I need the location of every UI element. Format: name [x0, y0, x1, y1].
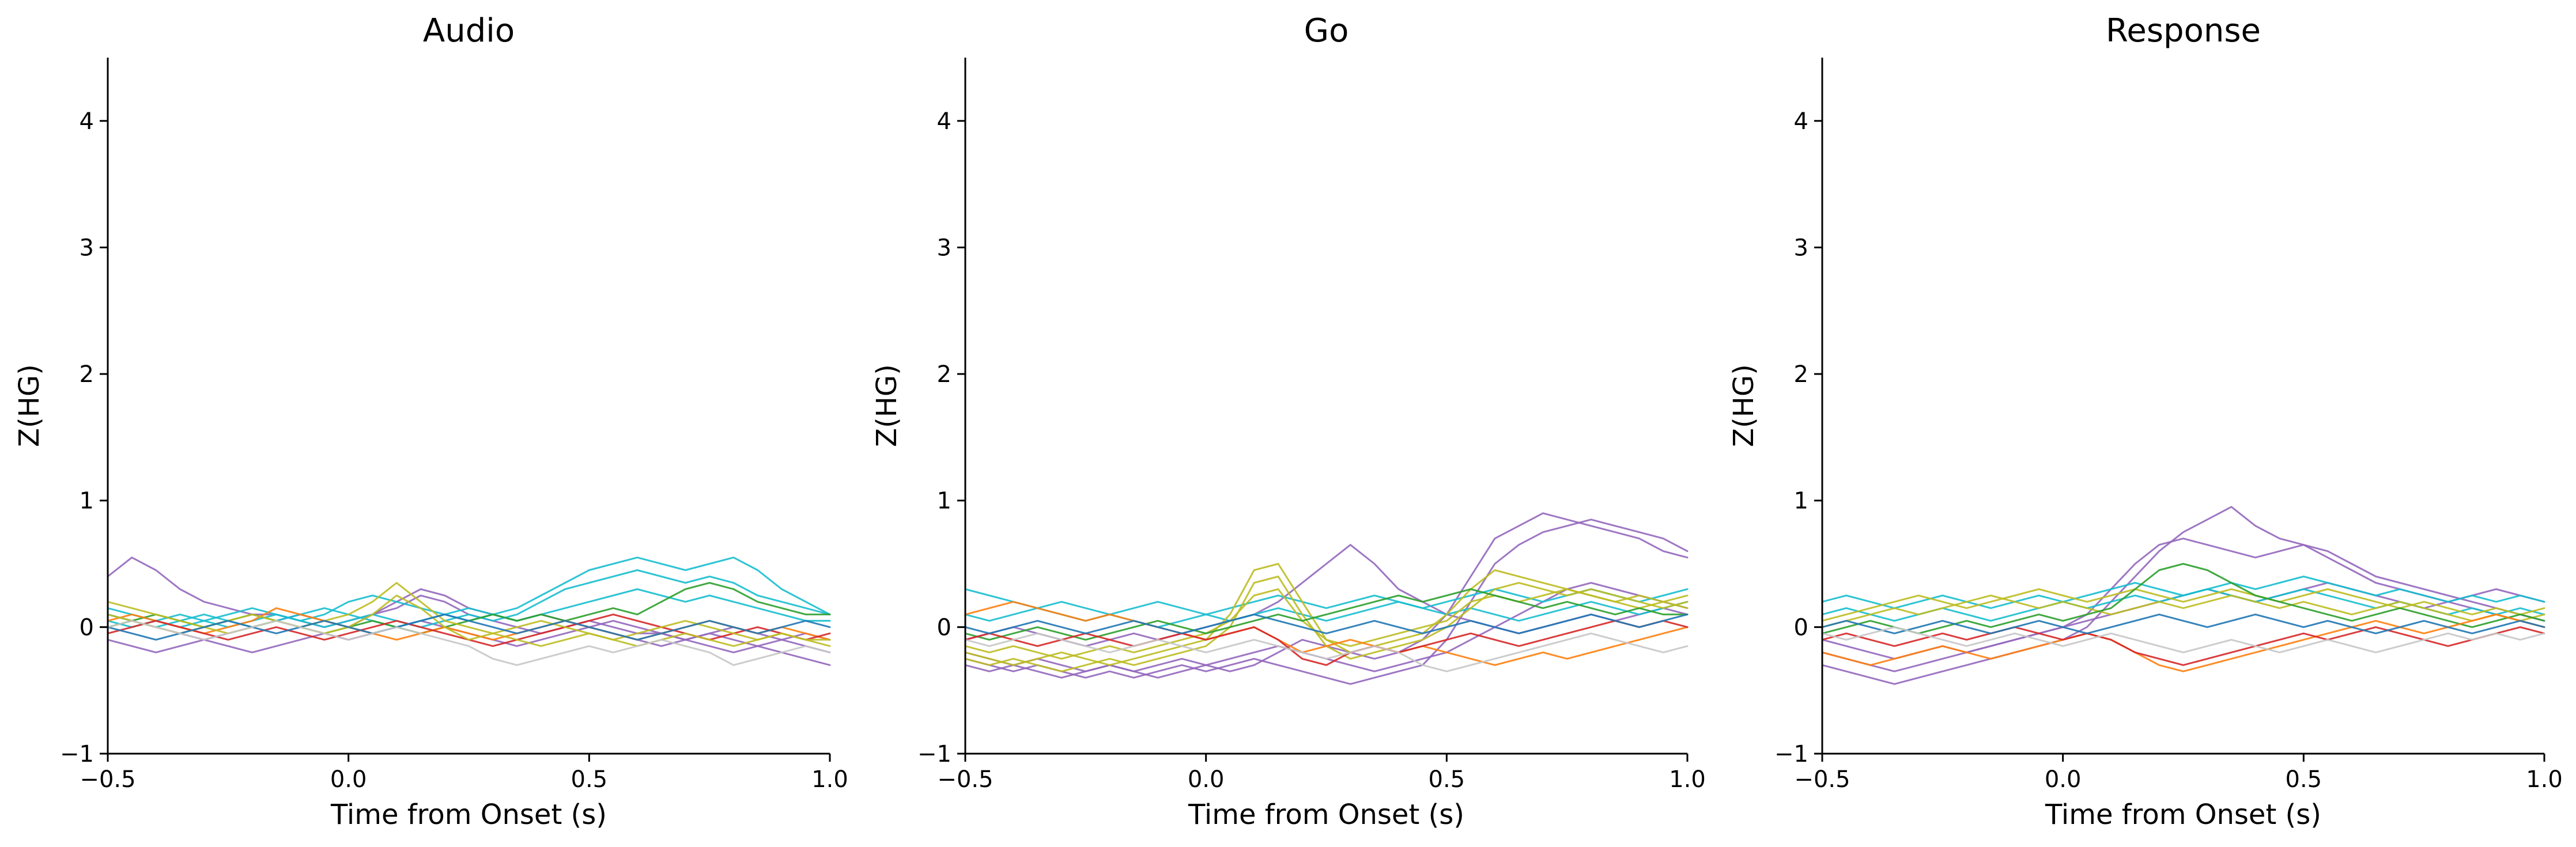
x-tick-label: 0.5: [1429, 766, 1465, 793]
y-tick-label: 2: [80, 361, 94, 388]
traces: [964, 512, 1689, 685]
y-tick-label: −1: [60, 741, 94, 767]
y-tick-label: 4: [1794, 108, 1808, 135]
trace-line-7: [964, 576, 1689, 672]
y-axis-label: Z(HG): [1728, 364, 1760, 447]
trace-line-0: [964, 512, 1689, 679]
panel-audio: −0.5 0.0 0.5 1.0 −1 0 1 2 3 4 Audio Time from Onset…: [13, 12, 848, 831]
y-axis-label: Z(HG): [13, 364, 46, 447]
trace-line-5: [1821, 588, 2545, 622]
trace-line-3: [107, 557, 831, 628]
x-tick-label: 1.0: [1669, 766, 1706, 793]
y-axis-label: Z(HG): [871, 364, 903, 447]
trace-line-11: [107, 613, 831, 641]
trace-line-7: [1821, 563, 2545, 634]
y-tick-label: 1: [80, 488, 94, 515]
x-axis-label: Time from Onset (s): [2045, 799, 2321, 831]
x-tick-label: −0.5: [937, 766, 993, 793]
trace-line-5: [107, 588, 831, 628]
y-tick-label: −1: [1774, 741, 1808, 767]
y-tick-label: 0: [1794, 614, 1808, 641]
chart-title: Response: [2106, 12, 2261, 50]
trace-line-10: [1821, 613, 2545, 634]
x-tick-label: 0.0: [330, 766, 367, 793]
traces: [107, 557, 831, 666]
y-tick-label: 4: [80, 108, 94, 135]
y-tick-label: 2: [1794, 361, 1808, 388]
trace-line-12: [964, 613, 1689, 634]
x-tick-label: −0.5: [1794, 766, 1850, 793]
trace-line-10: [964, 600, 1689, 666]
x-tick-label: 0.0: [2045, 766, 2082, 793]
panel-response: −0.5 0.0 0.5 1.0 −1 0 1 2 3 4 Response Time from On…: [1728, 12, 2563, 831]
y-tick-label: 1: [1794, 488, 1808, 515]
x-tick-label: −0.5: [80, 766, 135, 793]
trace-line-1: [964, 519, 1689, 685]
x-tick-label: 0.5: [571, 766, 608, 793]
y-tick-label: 3: [1794, 235, 1808, 261]
x-axis-label: Time from Onset (s): [330, 799, 607, 831]
trace-line-13: [964, 632, 1689, 672]
y-tick-label: 0: [80, 614, 94, 641]
x-tick-label: 1.0: [811, 766, 848, 793]
y-tick-label: 1: [937, 488, 951, 515]
chart-title: Audio: [423, 12, 515, 50]
trace-line-6: [1821, 595, 2545, 628]
trace-line-8: [1821, 613, 2545, 672]
trace-line-9: [1821, 626, 2545, 666]
y-tick-label: 2: [937, 361, 951, 388]
y-tick-label: 3: [80, 235, 94, 261]
panel-go: −0.5 0.0 0.5 1.0 −1 0 1 2 3 4 Go Time from Onset (s…: [871, 12, 1706, 831]
chart-title: Go: [1304, 12, 1349, 50]
y-tick-label: −1: [917, 741, 951, 767]
trace-line-8: [964, 588, 1689, 660]
trace-line-0: [107, 557, 831, 653]
x-tick-label: 1.0: [2526, 766, 2563, 793]
traces: [1821, 506, 2545, 685]
trace-line-12: [107, 619, 831, 666]
x-tick-label: 0.0: [1188, 766, 1225, 793]
x-axis-label: Time from Onset (s): [1188, 799, 1464, 831]
y-tick-label: 4: [937, 108, 951, 135]
trace-line-0: [1821, 506, 2545, 685]
y-tick-label: 0: [937, 614, 951, 641]
x-tick-label: 0.5: [2286, 766, 2322, 793]
y-tick-label: 3: [937, 235, 951, 261]
trace-line-9: [964, 588, 1689, 641]
trace-line-11: [1821, 626, 2545, 653]
